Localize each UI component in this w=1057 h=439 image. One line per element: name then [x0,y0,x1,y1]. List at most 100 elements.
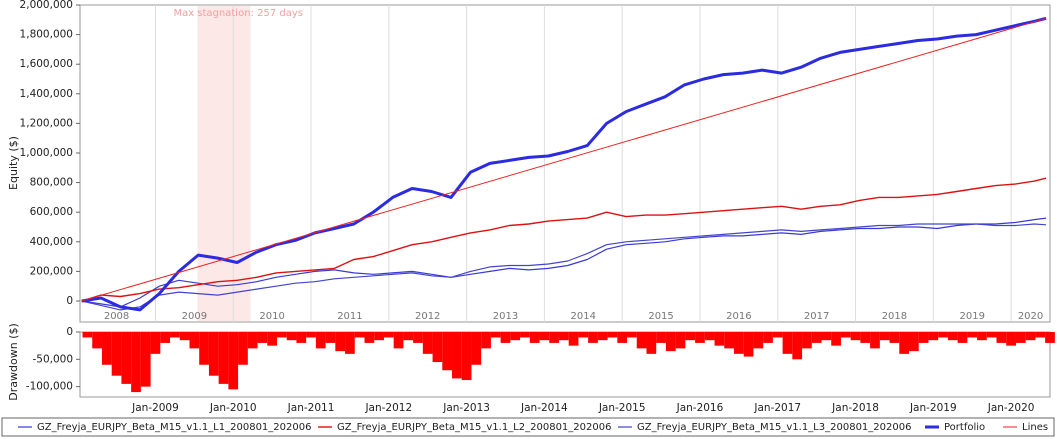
drawdown-bar [422,332,433,354]
x-band-label: 2014 [571,311,596,322]
y-tick-label: 400,000 [30,236,73,248]
series-line [81,177,1047,302]
y-tick-label: 1,200,000 [20,117,73,129]
drawdown-bar [685,332,696,341]
drawdown-bar [821,332,832,341]
drawdown-bar [296,332,307,343]
drawdown-bar [490,332,501,338]
x-band-label: 2017 [804,311,829,322]
drawdown-bar [977,332,987,341]
y-tick-label: 1,400,000 [20,88,73,100]
y-axis-label: Equity ($) [7,136,20,190]
drawdown-bar [481,332,491,349]
y-tick-label: -100,000 [26,381,73,393]
x-tick-label: Jan-2010 [209,402,257,414]
drawdown-bar [335,332,346,352]
drawdown-bar [704,332,715,341]
drawdown-bar [510,332,521,341]
x-band-label: 2013 [493,311,518,322]
y-tick-label: 0 [66,326,73,338]
drawdown-bar [306,332,316,338]
drawdown-bar [403,332,414,341]
drawdown-bar [325,332,336,343]
drawdown-bar [792,332,803,360]
drawdown-bar [772,332,783,338]
drawdown-bar [918,332,929,343]
drawdown-bar [714,332,725,346]
drawdown-bar [92,332,102,349]
drawdown-bar [539,332,550,341]
drawdown-bar [850,332,861,341]
drawdown-bar [101,332,112,365]
x-tick-label: Jan-2020 [987,402,1035,414]
x-tick-label: Jan-2015 [598,402,646,414]
drawdown-bar [549,332,559,343]
drawdown-bar [199,332,209,365]
drawdown-bar [150,332,161,354]
drawdown-bar [267,332,277,346]
drawdown-bar [170,332,180,338]
legend-box [1,417,1055,437]
x-band-label: 2012 [415,311,440,322]
x-band-label: 2016 [726,311,751,322]
y-tick-label: 800,000 [30,177,73,189]
drawdown-bar [140,332,151,387]
x-tick-label: Jan-2011 [287,402,335,414]
drawdown-bar [520,332,530,338]
drawdown-bar [1045,332,1055,343]
drawdown-bar [578,332,589,338]
drawdown-bar [695,332,705,343]
drawdown-bar [724,332,734,349]
x-band-label: 2009 [182,311,207,322]
drawdown-bar [257,332,268,343]
drawdown-bar [597,332,608,341]
x-tick-label: Jan-2019 [909,402,957,414]
drawdown-bar [733,332,744,354]
x-band-label: 2019 [959,311,984,322]
drawdown-bar [276,332,287,338]
drawdown-bar [665,332,676,352]
x-tick-label: Jan-2018 [831,402,879,414]
x-tick-label: Jan-2012 [364,402,412,414]
drawdown-bar [607,332,618,338]
drawdown-bar [345,332,355,354]
y-tick-label: 200,000 [30,265,73,277]
drawdown-bar [452,332,462,379]
series-line [81,17,1047,302]
y-tick-label: 1,800,000 [20,29,73,41]
drawdown-bar [802,332,812,349]
drawdown-bar [743,332,754,357]
drawdown-bar [1025,332,1036,341]
drawdown-bar [967,332,978,338]
x-band-label: 2018 [882,311,907,322]
drawdown-bar [656,332,666,343]
drawdown-bar [870,332,880,349]
drawdown-bar [879,332,890,341]
drawdown-bar [986,332,997,338]
drawdown-bar [500,332,511,343]
drawdown-bar [432,332,443,363]
y-tick-label: 1,000,000 [20,147,73,159]
legend-label: GZ_Freyja_EURJPY_Beta_M15_v1.1_L2_200801… [337,422,611,433]
drawdown-bar [831,332,841,346]
drawdown-bar [374,332,384,341]
drawdown-bar [364,332,375,343]
drawdown-bar [938,332,948,338]
drawdown-bar [315,332,326,349]
y-tick-label: 1,600,000 [20,58,73,70]
drawdown-bar [568,332,579,346]
drawdown-bar [111,332,122,376]
legend-label: Portfolio [944,422,985,433]
drawdown-bar [228,332,239,390]
drawdown-bar [675,332,686,349]
drawdown-bar [286,332,297,341]
annotation: Max stagnation: 257 days [173,8,302,19]
drawdown-bar [218,332,229,384]
x-tick-label: Jan-2017 [753,402,801,414]
drawdown-bar [947,332,958,341]
drawdown-bar [889,332,900,343]
x-band-label: 2011 [337,311,362,322]
drawdown-bar [529,332,540,343]
drawdown-bar [121,332,132,384]
